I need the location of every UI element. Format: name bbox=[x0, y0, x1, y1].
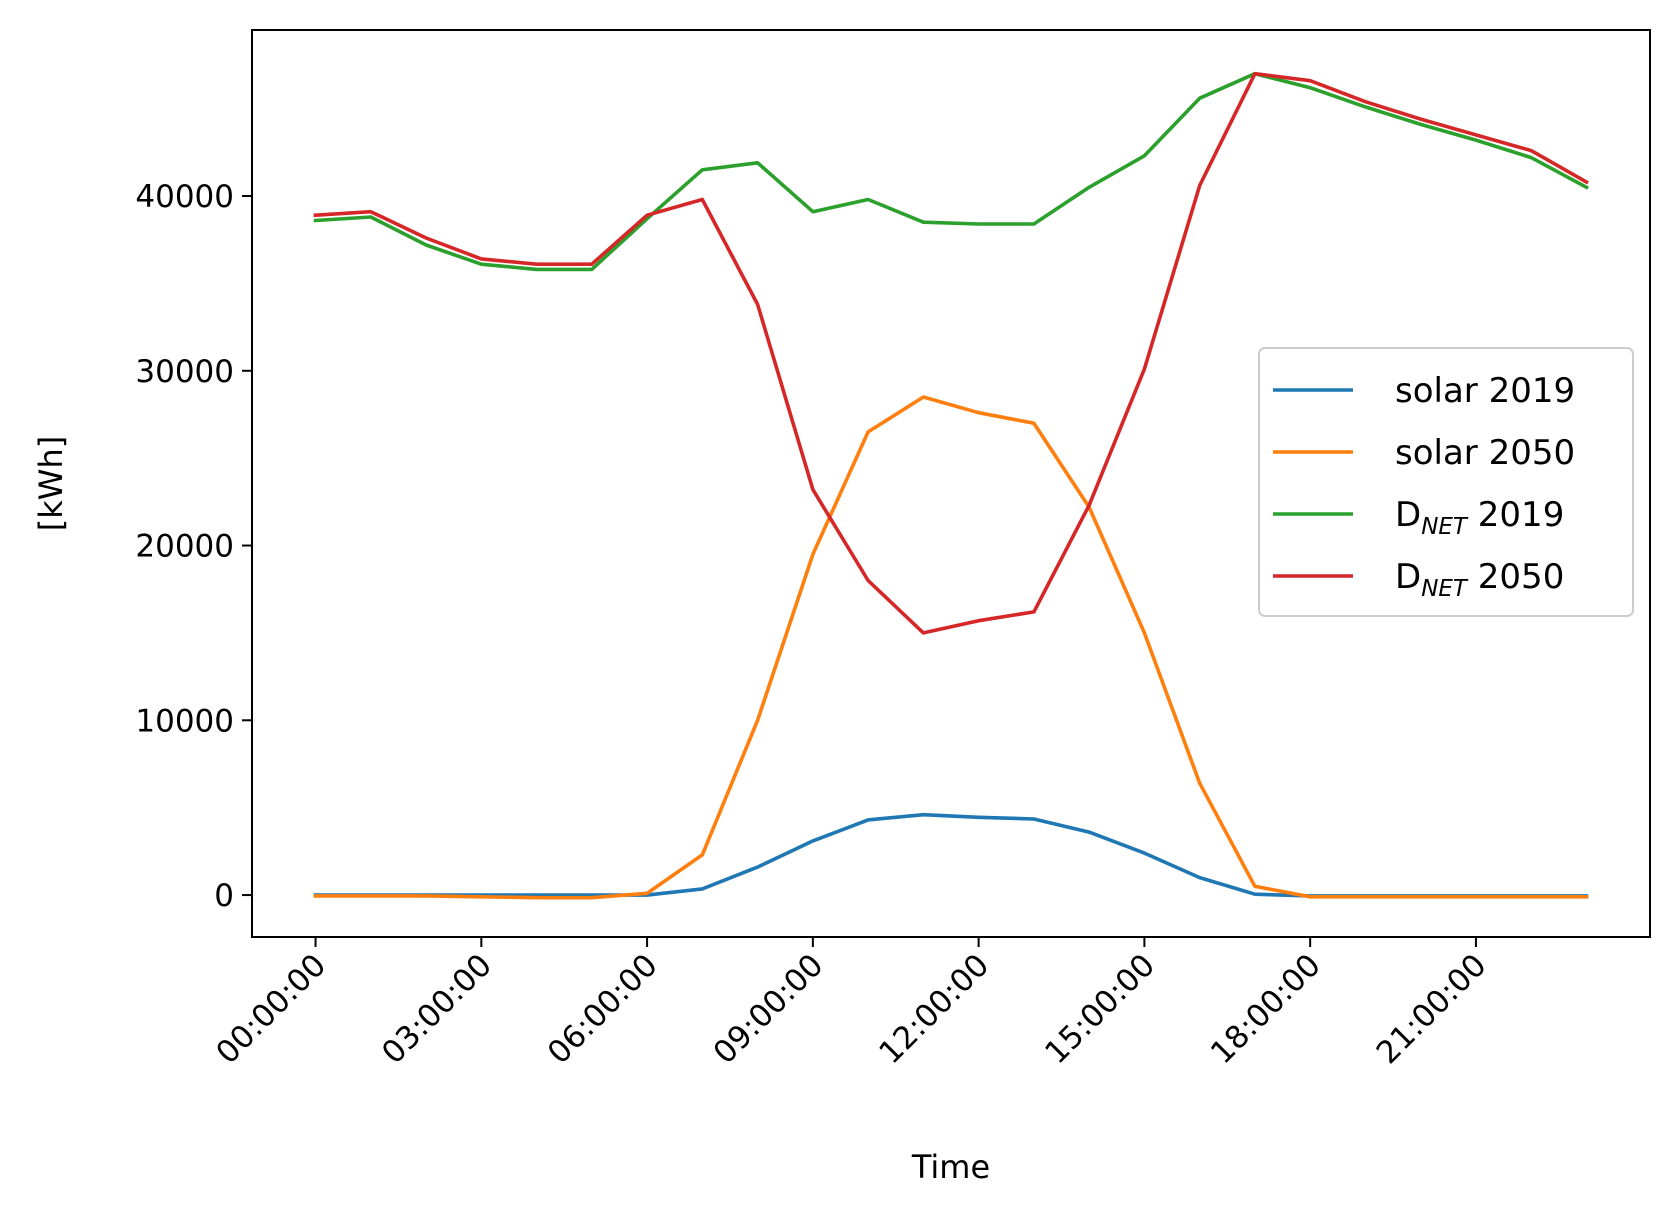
plot-area-frame bbox=[251, 29, 1651, 938]
series-line-1 bbox=[313, 395, 1589, 900]
legend-label-sub-3: NET bbox=[1421, 576, 1469, 602]
series-line-3 bbox=[313, 71, 1589, 635]
x-axis-label: Time bbox=[911, 1148, 990, 1186]
legend-label-main-2: D bbox=[1395, 495, 1421, 535]
legend-label-2: DNET 2019 bbox=[1395, 495, 1564, 540]
legend-label-rest-3: 2050 bbox=[1467, 557, 1564, 597]
legend-label-0: solar 2019 bbox=[1395, 371, 1575, 411]
legend-label-main-0: solar 2019 bbox=[1395, 371, 1575, 411]
legend-label-3: DNET 2050 bbox=[1395, 557, 1564, 602]
series-lines bbox=[313, 71, 1589, 900]
y-tick-label-2: 20000 bbox=[135, 529, 234, 565]
legend-label-main-3: D bbox=[1395, 557, 1421, 597]
legend-label-rest-2: 2019 bbox=[1467, 495, 1564, 535]
legend-label-main-1: solar 2050 bbox=[1395, 433, 1575, 473]
y-axis-label: [kWh] bbox=[32, 436, 70, 531]
y-tick-label-4: 40000 bbox=[135, 179, 234, 215]
legend-label-sub-2: NET bbox=[1421, 514, 1469, 540]
series-line-2 bbox=[313, 71, 1589, 272]
legend-box bbox=[1258, 347, 1634, 617]
y-tick-label-0: 0 bbox=[214, 878, 234, 914]
y-tick-label-3: 30000 bbox=[135, 354, 234, 390]
y-axis: 0 10000 20000 30000 40000 bbox=[135, 179, 252, 914]
y-tick-label-1: 10000 bbox=[135, 703, 234, 739]
legend-label-1: solar 2050 bbox=[1395, 433, 1575, 473]
